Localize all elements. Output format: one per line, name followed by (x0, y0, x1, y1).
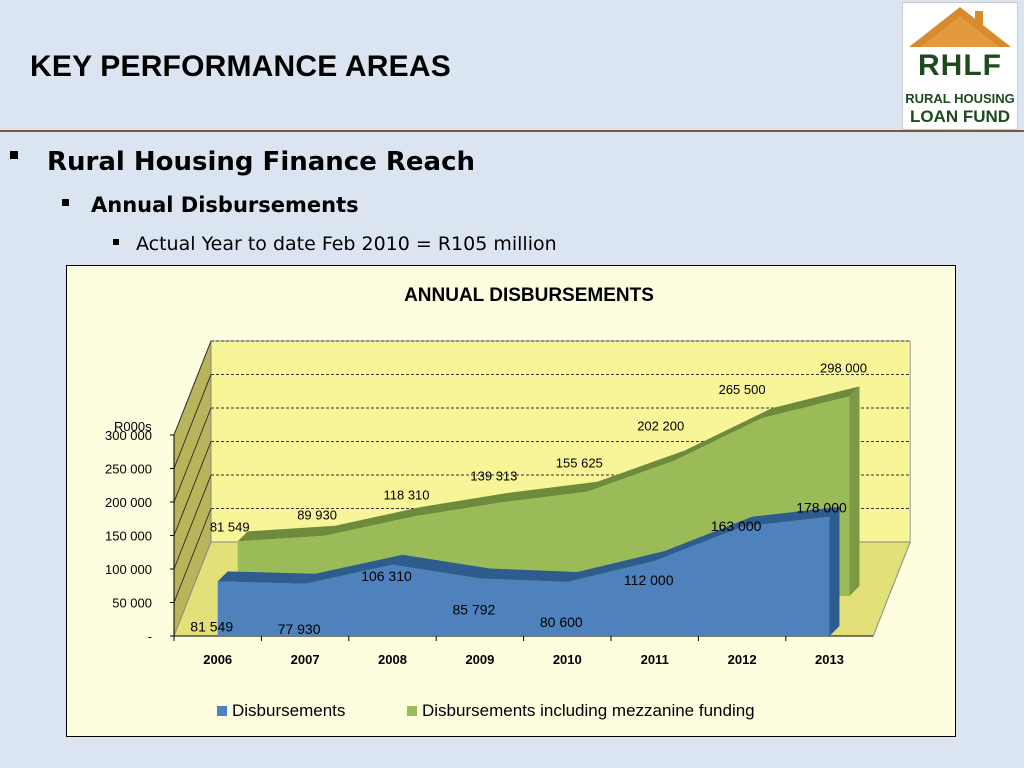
x-tick-label: 2012 (728, 652, 757, 667)
x-tick-label: 2011 (641, 652, 669, 667)
gridline-side (173, 340, 212, 436)
x-tick-label: 2006 (203, 652, 232, 667)
logo-line2: LOAN FUND (909, 107, 1011, 126)
gridline-side (173, 474, 212, 570)
data-label: 112 000 (624, 572, 674, 588)
series-side (849, 386, 860, 596)
legend-label: Disbursements (232, 701, 345, 720)
series-side (829, 506, 840, 636)
logo: RHLF RURAL HOUSING LOAN FUND (902, 2, 1018, 130)
gridline-side (173, 374, 212, 469)
chart: ANNUAL DISBURSEMENTS R000s - 50 000 100 00… (66, 265, 956, 737)
chart-title: ANNUAL DISBURSEMENTS (404, 285, 654, 306)
bullet-level3: Actual Year to date Feb 2010 = R105 mill… (113, 233, 557, 255)
data-label: 155 625 (556, 456, 603, 471)
data-label: 80 600 (540, 614, 583, 630)
title-divider (0, 130, 1024, 132)
gridline-side (173, 508, 212, 603)
y-tick-label: 100 000 (105, 562, 152, 577)
bullet-square-icon (113, 238, 119, 245)
bullet-square-icon (10, 150, 18, 159)
data-label: 298 000 (820, 360, 867, 375)
bullet-square-icon (62, 198, 69, 206)
data-label: 85 792 (452, 602, 495, 618)
gridline-side (173, 441, 212, 536)
y-axis-label: R000s (114, 419, 152, 434)
x-tick-label: 2007 (291, 652, 320, 667)
y-tick-label: 200 000 (105, 495, 152, 510)
data-label: 178 000 (796, 500, 847, 516)
bullet-level1-text: Rural Housing Finance Reach (47, 147, 476, 177)
data-label: 265 500 (719, 382, 766, 397)
data-label: 89 930 (297, 508, 337, 523)
series-ridge (237, 386, 860, 542)
y-tick-label: 300 000 (105, 428, 152, 443)
bullet-level2-text: Annual Disbursements (91, 193, 359, 217)
data-label: 139 313 (470, 469, 517, 484)
logo-acronym: RHLF (918, 49, 1002, 82)
bullet-level2: Annual Disbursements (62, 193, 359, 217)
bullet-level3-text: Actual Year to date Feb 2010 = R105 mill… (136, 233, 557, 255)
logo-line1: RURAL HOUSING (905, 91, 1015, 106)
slide-title: KEY PERFORMANCE AREAS (30, 50, 451, 83)
legend-swatch (407, 706, 417, 716)
y-tick-label: 50 000 (112, 596, 152, 611)
data-label: 81 549 (190, 618, 233, 634)
x-tick-label: 2010 (553, 652, 582, 667)
x-tick-label: 2009 (465, 652, 494, 667)
y-tick-label: - (148, 629, 152, 644)
y-tick-label: 250 000 (105, 462, 152, 477)
data-label: 163 000 (711, 518, 762, 534)
legend-swatch (217, 706, 227, 716)
x-tick-label: 2013 (815, 652, 844, 667)
bullet-level1: Rural Housing Finance Reach (10, 147, 475, 177)
data-label: 77 930 (278, 621, 321, 637)
y-tick-label: 150 000 (105, 529, 152, 544)
data-label: 106 310 (361, 568, 412, 584)
series-area (217, 516, 830, 636)
data-label: 202 200 (637, 419, 684, 434)
series-ridge (217, 506, 840, 584)
data-label: 81 549 (210, 519, 250, 534)
chart-svg: ANNUAL DISBURSEMENTS R000s - 50 000 100 00… (105, 285, 911, 720)
data-label: 118 310 (383, 488, 429, 503)
house-roof-icon (909, 7, 1011, 47)
legend-label: Disbursements including mezzanine fundin… (422, 701, 755, 720)
x-tick-label: 2008 (378, 652, 407, 667)
gridline-side (173, 407, 212, 503)
